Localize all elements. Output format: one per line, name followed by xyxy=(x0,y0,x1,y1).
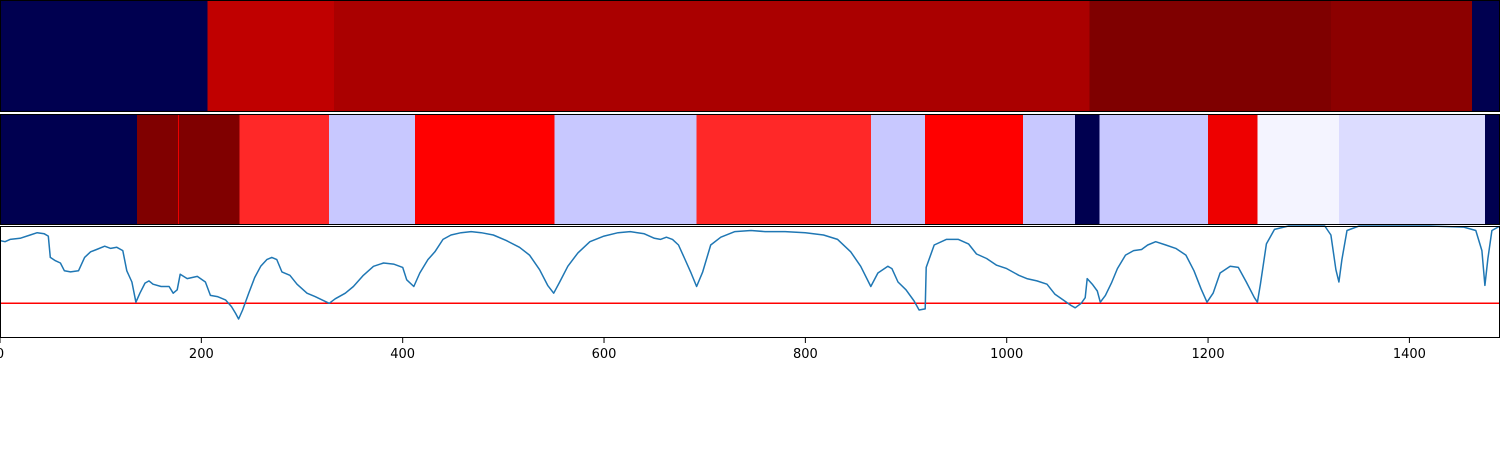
heatmap-cell-0-0 xyxy=(0,0,208,112)
heatmap-cell-1-9 xyxy=(870,114,926,225)
heatmap-panel-middle xyxy=(0,114,1500,225)
line-plot-panel xyxy=(0,225,1500,338)
x-tick-label: 600 xyxy=(592,347,617,362)
x-tick-label: 400 xyxy=(390,347,415,362)
heatmap-cell-1-1 xyxy=(136,114,179,225)
heatmap-cell-0-3 xyxy=(1089,0,1332,112)
heatmap-cell-1-13 xyxy=(1099,114,1209,225)
x-tick-label: 200 xyxy=(189,347,214,362)
data-line-0 xyxy=(0,225,1500,320)
heatmap-cell-1-16 xyxy=(1338,114,1486,225)
heatmap-cell-1-3 xyxy=(179,114,241,225)
heatmap-cell-1-6 xyxy=(414,114,556,225)
heatmap-cell-1-2 xyxy=(178,114,180,225)
heatmap-cell-0-2 xyxy=(334,0,1090,112)
heatmap-cell-1-12 xyxy=(1075,114,1100,225)
heatmap-cell-1-11 xyxy=(1022,114,1076,225)
x-tick-label: 800 xyxy=(793,347,818,362)
heatmap-cell-1-14 xyxy=(1208,114,1258,225)
heatmap-cell-1-0 xyxy=(0,114,138,225)
heatmap-cell-1-5 xyxy=(329,114,416,225)
x-tick-label: 1000 xyxy=(990,347,1023,362)
x-tick-label: 1200 xyxy=(1192,347,1225,362)
heatmap-cell-1-15 xyxy=(1257,114,1340,225)
heatmap-cell-1-7 xyxy=(554,114,698,225)
heatmap-panel-top xyxy=(0,0,1500,112)
x-tick-label: 0 xyxy=(0,347,4,362)
heatmap-cell-1-17 xyxy=(1484,114,1500,225)
heatmap-cell-0-5 xyxy=(1471,0,1500,112)
heatmap-cell-0-1 xyxy=(207,0,335,112)
x-tick-label: 1400 xyxy=(1393,347,1426,362)
heatmap-cell-1-10 xyxy=(925,114,1024,225)
heatmap-cell-0-4 xyxy=(1330,0,1473,112)
x-axis: 0 200 400 600 800 1000 1200 1400 xyxy=(0,338,1426,362)
heatmap-cell-1-8 xyxy=(696,114,872,225)
line-plot-frame xyxy=(0,226,1500,338)
heatmap-cell-1-4 xyxy=(239,114,330,225)
